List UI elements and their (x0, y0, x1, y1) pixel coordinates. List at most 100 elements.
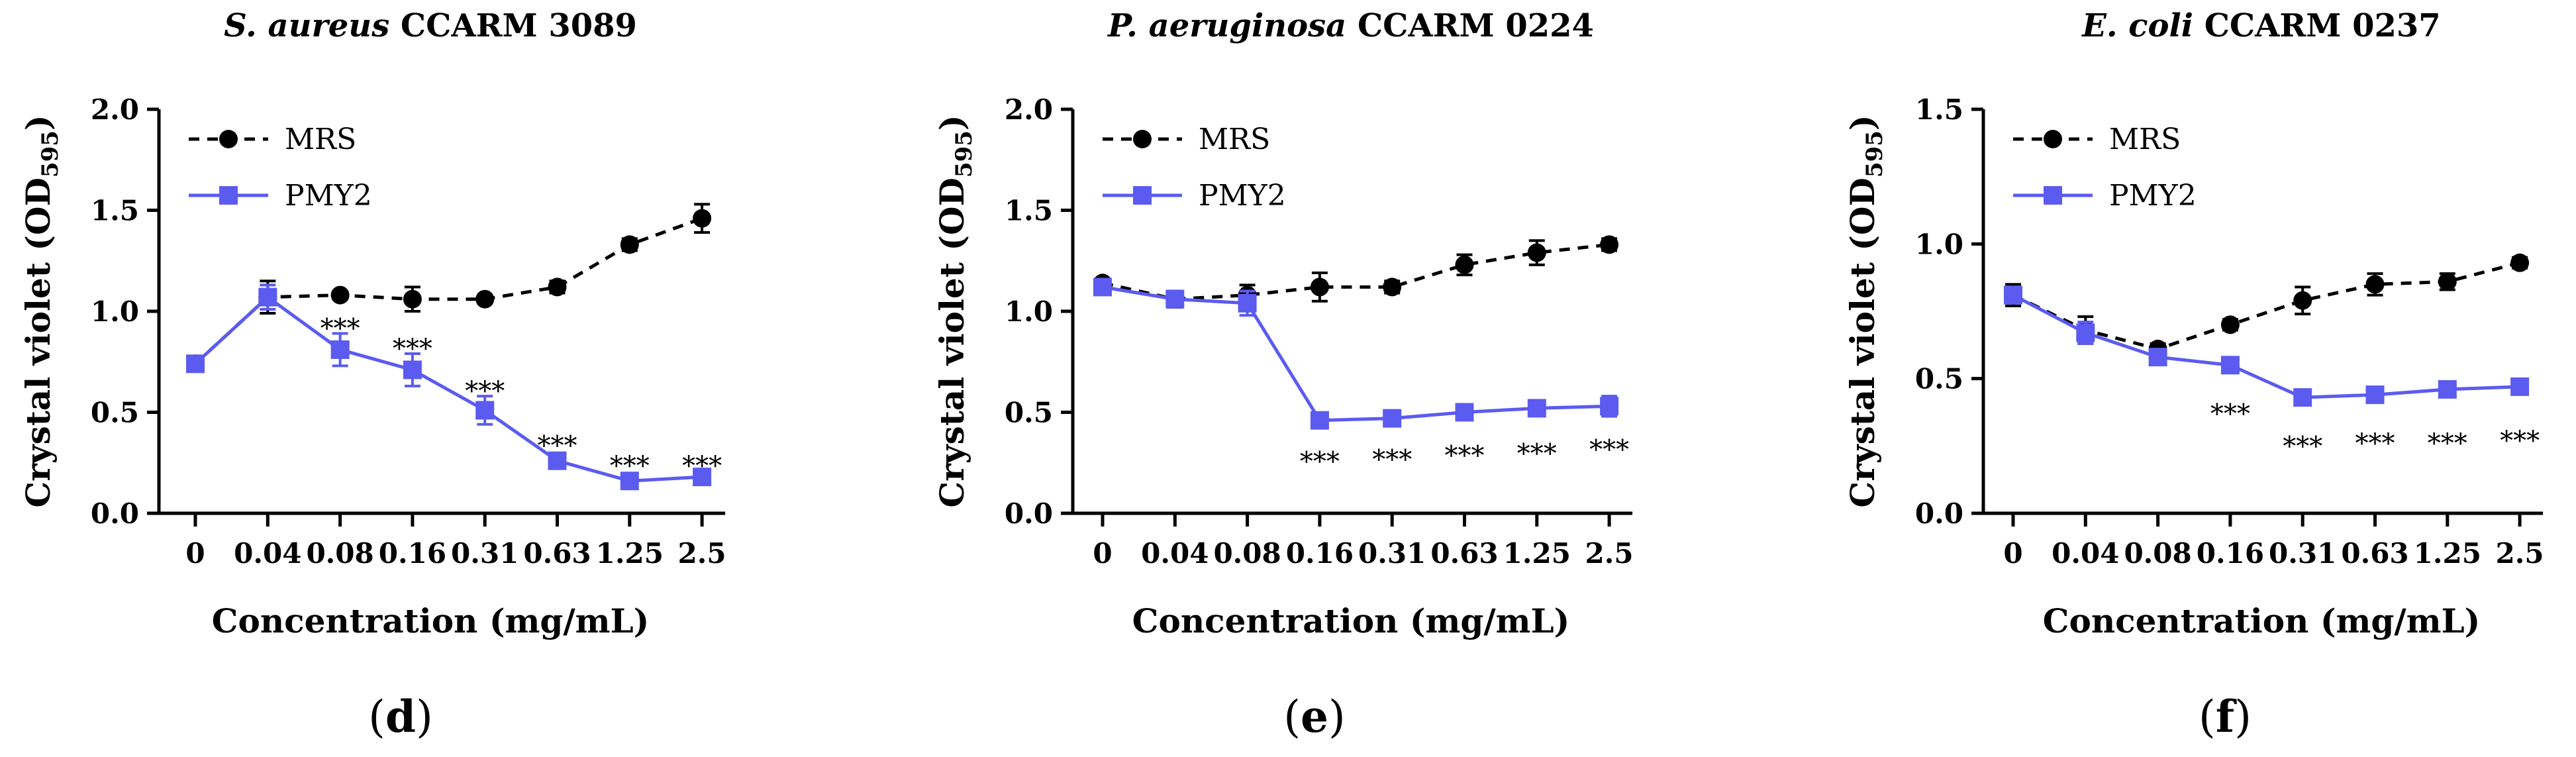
y-tick-label: 2.0 (91, 93, 139, 126)
y-tick-label: 1.0 (1005, 295, 1053, 328)
data-point (2220, 315, 2240, 334)
y-tick-label: 0.0 (1005, 497, 1053, 530)
x-tick-label: 0.63 (1430, 537, 1498, 570)
legend-label: MRS (285, 123, 356, 156)
x-tick-label: 0.31 (451, 537, 519, 570)
data-point (2076, 323, 2095, 342)
series-line-pmy2 (194, 295, 703, 483)
data-point (2365, 385, 2385, 405)
y-axis-label: Crystal violet (OD595) (932, 115, 977, 507)
significance-label: *** (682, 451, 722, 481)
data-point (1455, 255, 1474, 274)
x-tick-label: 0.63 (523, 537, 591, 570)
x-tick-label: 0.16 (379, 537, 446, 570)
y-tick-label: 0.5 (1915, 363, 1963, 395)
significance-label: *** (538, 430, 577, 461)
legend-marker (1133, 130, 1152, 148)
x-tick-label: 1.25 (1503, 537, 1571, 570)
data-point (330, 340, 350, 359)
legend-label: MRS (1199, 123, 1270, 156)
legend-label: MRS (2109, 123, 2181, 156)
x-tick-label: 0.16 (2197, 537, 2264, 570)
data-point (1600, 397, 1619, 416)
y-axis-label: Crystal violet (OD595) (1843, 115, 1888, 507)
x-tick-label: 0.08 (1213, 537, 1281, 570)
chart-title: E. coli CCARM 0237 (2081, 7, 2440, 44)
data-point (403, 289, 422, 309)
panel-label: (e) (1283, 691, 1346, 742)
significance-label: *** (2355, 429, 2395, 459)
y-tick-label: 0.5 (1005, 397, 1053, 429)
legend-marker (219, 186, 238, 205)
y-tick-label: 1.5 (91, 195, 139, 227)
significance-label: *** (2428, 429, 2467, 459)
panel-label: (f) (2199, 691, 2252, 742)
data-point (2365, 275, 2385, 294)
x-tick-label: 2.5 (678, 537, 726, 570)
data-point (2510, 377, 2530, 396)
data-point (2510, 253, 2530, 272)
x-axis-label: Concentration (mg/mL) (212, 601, 650, 640)
significance-label: *** (2283, 431, 2322, 462)
x-tick-label: 1.25 (2414, 537, 2481, 570)
series-line-pmy2 (1102, 285, 1610, 423)
data-point (2438, 272, 2457, 291)
data-point (2148, 348, 2167, 367)
y-tick-label: 2.0 (1005, 93, 1053, 126)
significance-label: *** (321, 313, 360, 344)
data-point (186, 354, 205, 374)
significance-label: *** (465, 376, 505, 407)
x-tick-label: 0.31 (1358, 537, 1426, 570)
x-tick-label: 0.63 (2341, 537, 2408, 570)
data-point (1527, 399, 1546, 418)
series-pmy2 (1093, 278, 1619, 430)
legend-marker (2044, 186, 2062, 205)
x-tick-label: 0.16 (1286, 537, 1354, 570)
legend-label: PMY2 (1199, 179, 1286, 213)
data-point (475, 289, 495, 309)
series-line-mrs (1102, 242, 1610, 301)
data-point (620, 472, 639, 491)
data-point (403, 360, 422, 379)
data-point (1165, 289, 1185, 309)
data-point (693, 209, 712, 228)
chart-panel-0: S. aureus CCARM 3089 0.0 0.5 1.0 1.5 2.0 0 0.04… (19, 7, 726, 742)
x-tick-label: 0.04 (2052, 537, 2119, 570)
data-point (1383, 278, 1402, 297)
legend-label: PMY2 (285, 179, 372, 213)
y-axis-label: Crystal violet (OD595) (19, 115, 64, 507)
data-point (1238, 293, 1257, 313)
x-tick-label: 0.04 (1141, 537, 1209, 570)
data-point (2293, 291, 2312, 310)
chart-title: P. aeruginosa CCARM 0224 (1107, 7, 1594, 44)
significance-label: *** (1517, 438, 1557, 469)
y-tick-label: 1.5 (1915, 93, 1963, 126)
x-axis-label: Concentration (mg/mL) (1132, 601, 1570, 640)
data-point (475, 401, 495, 420)
legend-marker (219, 130, 238, 148)
data-point (258, 287, 277, 307)
x-tick-label: 0.08 (306, 537, 373, 570)
data-point (2004, 285, 2022, 305)
data-point (693, 468, 712, 487)
x-tick-label: 0 (2003, 537, 2022, 570)
legend-label: PMY2 (2109, 179, 2197, 213)
data-point (1383, 409, 1402, 428)
significance-label: *** (1445, 441, 1485, 472)
data-point (548, 451, 567, 470)
data-point (2293, 388, 2312, 407)
legend-marker (2044, 130, 2062, 148)
data-point (2438, 379, 2457, 399)
significance-label: *** (1300, 447, 1340, 478)
data-point (1455, 403, 1474, 422)
data-point (1310, 411, 1329, 430)
legend-marker (1133, 186, 1152, 205)
series-pmy2 (186, 283, 712, 491)
x-tick-label: 2.5 (2496, 537, 2544, 570)
series-line-mrs (2012, 261, 2520, 351)
y-tick-label: 0.0 (1915, 497, 1963, 530)
data-point (1600, 235, 1619, 254)
x-tick-label: 0.31 (2269, 537, 2336, 570)
